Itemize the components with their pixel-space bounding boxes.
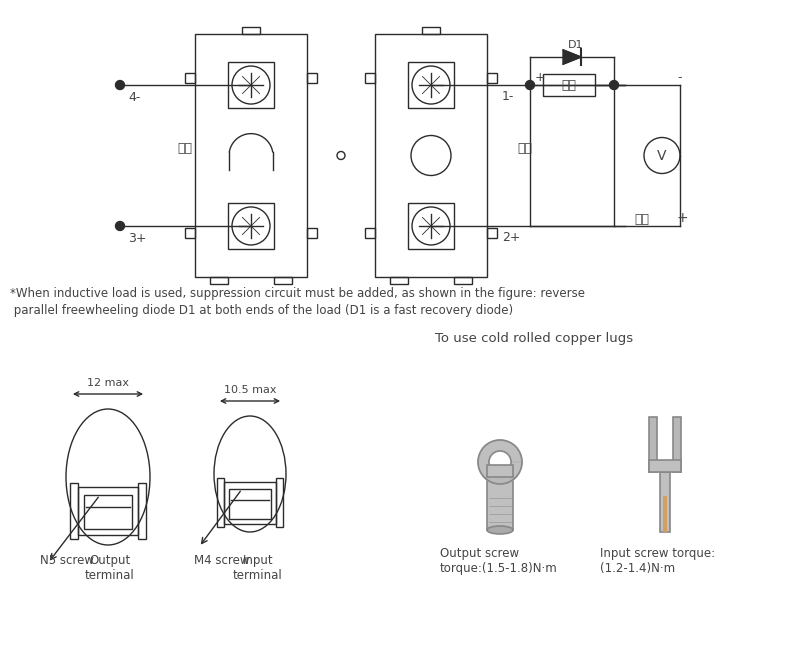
- Bar: [487, 475, 513, 530]
- Bar: [217, 478, 224, 527]
- Ellipse shape: [487, 526, 513, 534]
- Bar: [649, 417, 657, 472]
- Text: 1-: 1-: [502, 90, 514, 103]
- Polygon shape: [563, 50, 581, 65]
- Bar: [242, 27, 260, 34]
- Bar: [365, 228, 375, 239]
- Bar: [210, 277, 228, 284]
- Text: 2+: 2+: [502, 231, 520, 244]
- Bar: [138, 483, 146, 539]
- Text: 10.5 max: 10.5 max: [224, 385, 276, 395]
- Text: 负载: 负载: [561, 79, 576, 91]
- Bar: [185, 228, 195, 239]
- Circle shape: [526, 81, 534, 89]
- Text: terminal: terminal: [85, 569, 135, 582]
- Text: -: -: [677, 71, 681, 84]
- Bar: [185, 73, 195, 83]
- Bar: [224, 482, 276, 524]
- Text: Output: Output: [90, 554, 130, 567]
- Circle shape: [116, 81, 124, 89]
- Text: N5 screw: N5 screw: [40, 554, 94, 567]
- Bar: [365, 73, 375, 83]
- Bar: [228, 203, 274, 249]
- Bar: [422, 27, 440, 34]
- Bar: [307, 228, 317, 239]
- Text: 输出: 输出: [517, 142, 532, 155]
- Bar: [408, 203, 454, 249]
- Bar: [663, 496, 667, 532]
- Bar: [276, 478, 283, 527]
- Bar: [195, 34, 307, 277]
- Text: *When inductive load is used, suppression circuit must be added, as shown in the: *When inductive load is used, suppressio…: [10, 287, 585, 300]
- Bar: [487, 465, 513, 477]
- Bar: [70, 483, 78, 539]
- Bar: [454, 277, 472, 284]
- Text: D1: D1: [568, 40, 583, 50]
- Text: (1.2-1.4)N·m: (1.2-1.4)N·m: [600, 562, 675, 575]
- Text: 电源: 电源: [634, 213, 649, 226]
- Text: torque:(1.5-1.8)N·m: torque:(1.5-1.8)N·m: [440, 562, 558, 575]
- Text: 4-: 4-: [128, 91, 141, 104]
- Text: Input: Input: [243, 554, 274, 567]
- Text: parallel freewheeling diode D1 at both ends of the load (D1 is a fast recovery d: parallel freewheeling diode D1 at both e…: [10, 304, 513, 317]
- Circle shape: [489, 451, 511, 473]
- Bar: [228, 62, 274, 108]
- Text: Output screw: Output screw: [440, 547, 519, 560]
- Bar: [390, 277, 408, 284]
- Text: 输入: 输入: [178, 142, 193, 155]
- Bar: [649, 460, 681, 472]
- Text: To use cold rolled copper lugs: To use cold rolled copper lugs: [435, 332, 634, 345]
- Bar: [274, 277, 292, 284]
- Circle shape: [609, 81, 619, 89]
- Bar: [487, 228, 497, 239]
- Bar: [408, 62, 454, 108]
- Text: terminal: terminal: [233, 569, 283, 582]
- Polygon shape: [478, 440, 522, 484]
- Bar: [673, 417, 681, 472]
- Text: V: V: [657, 149, 667, 163]
- Text: M4 screw: M4 screw: [194, 554, 249, 567]
- Text: Input screw torque:: Input screw torque:: [600, 547, 715, 560]
- Bar: [84, 495, 132, 529]
- Text: 12 max: 12 max: [87, 378, 129, 388]
- Bar: [307, 73, 317, 83]
- Bar: [375, 34, 487, 277]
- Bar: [487, 73, 497, 83]
- Text: 3+: 3+: [128, 232, 146, 245]
- Text: +: +: [535, 71, 545, 84]
- Text: +: +: [677, 211, 689, 225]
- Bar: [543, 74, 595, 96]
- Bar: [660, 472, 670, 532]
- Bar: [78, 487, 138, 535]
- Bar: [229, 489, 271, 519]
- Circle shape: [116, 222, 124, 230]
